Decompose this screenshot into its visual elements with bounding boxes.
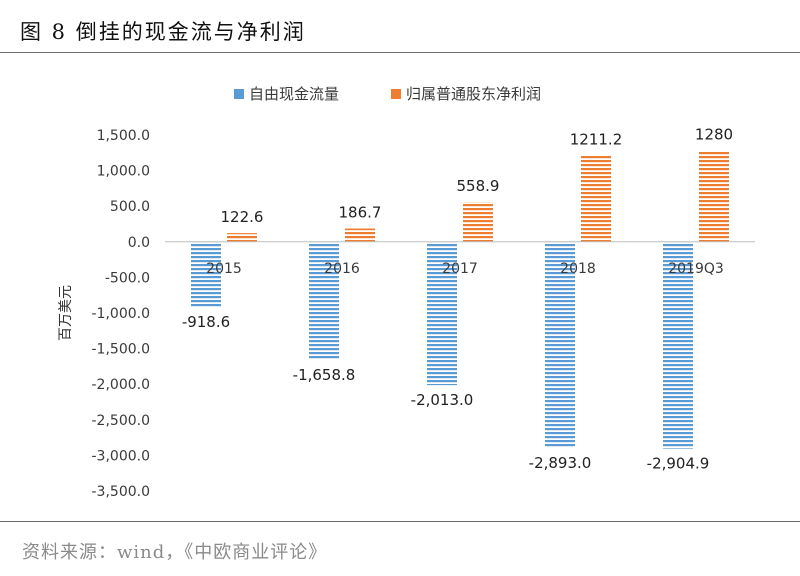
source-note: 资料来源：wind，《中欧商业评论》 xyxy=(22,542,328,563)
free-cash-flow-data-label: -918.6 xyxy=(182,313,230,331)
net-profit-bar xyxy=(227,233,257,242)
x-axis: 2015 2016 2017 2018 2019Q3 xyxy=(165,241,755,277)
category-label: 2018 xyxy=(560,261,596,277)
free-cash-flow-bar xyxy=(545,241,575,448)
y-tick-label: -3,500.0 xyxy=(92,484,151,500)
category-label: 2019Q3 xyxy=(668,261,724,277)
net-profit-data-label: 122.6 xyxy=(221,208,264,226)
legend: 自由现金流量 归属普通股东净利润 xyxy=(234,85,541,103)
y-tick-label: -1,000.0 xyxy=(92,306,151,322)
free-cash-flow-data-label: -2,013.0 xyxy=(411,391,474,409)
category-label: 2017 xyxy=(442,261,478,277)
category-label: 2015 xyxy=(206,261,242,277)
net-profit-data-label: 1211.2 xyxy=(570,131,623,149)
net-profit-bar xyxy=(463,202,493,242)
y-tick-label: -500.0 xyxy=(105,270,150,286)
net-profit-data-label: 1280 xyxy=(695,126,733,144)
y-axis-title: 百万美元 xyxy=(58,285,74,341)
net-profit-bar xyxy=(699,150,729,242)
free-cash-flow-data-label: -1,658.8 xyxy=(293,366,356,384)
y-tick-label: 500.0 xyxy=(110,199,150,215)
bottom-divider xyxy=(0,521,800,522)
legend-label: 归属普通股东净利润 xyxy=(406,85,541,103)
free-cash-flow-data-label: -2,904.9 xyxy=(647,455,710,473)
bars xyxy=(191,150,729,449)
free-cash-flow-bar xyxy=(191,241,221,308)
y-tick-label: -3,000.0 xyxy=(92,448,151,464)
y-tick-label: 1,000.0 xyxy=(97,164,150,180)
free-cash-flow-data-label: -2,893.0 xyxy=(529,454,592,472)
legend-free-cash-flow: 自由现金流量 xyxy=(234,85,339,103)
y-tick-label: 0.0 xyxy=(128,235,150,251)
y-tick-label: 1,500.0 xyxy=(97,128,150,144)
free-cash-flow-bar xyxy=(309,241,339,360)
data-labels: -918.6 122.6 -1,658.8 186.7 -2,013.0 558.9 -2,… xyxy=(182,126,733,473)
legend-net-profit: 归属普通股东净利润 xyxy=(391,85,541,103)
y-tick-label: -2,000.0 xyxy=(92,377,151,393)
figure-title: 图 8 倒挂的现金流与净利润 xyxy=(20,20,306,44)
net-profit-bar xyxy=(345,228,375,242)
bar-chart: 自由现金流量 归属普通股东净利润 1,500.0 1,000.0 500.0 0.0 -5… xyxy=(58,85,755,500)
free-cash-flow-bar xyxy=(663,241,693,449)
net-profit-data-label: 186.7 xyxy=(339,204,382,222)
legend-swatch xyxy=(391,89,401,99)
legend-label: 自由现金流量 xyxy=(249,85,339,103)
category-label: 2016 xyxy=(324,261,360,277)
net-profit-bar xyxy=(581,155,611,242)
legend-swatch xyxy=(234,89,244,99)
top-divider xyxy=(0,52,800,53)
y-tick-label: -1,500.0 xyxy=(92,342,151,358)
y-axis: 1,500.0 1,000.0 500.0 0.0 -500.0 -1,000.0 -1,5… xyxy=(58,128,150,500)
y-tick-label: -2,500.0 xyxy=(92,413,151,429)
net-profit-data-label: 558.9 xyxy=(457,177,500,195)
free-cash-flow-bar xyxy=(427,241,457,386)
